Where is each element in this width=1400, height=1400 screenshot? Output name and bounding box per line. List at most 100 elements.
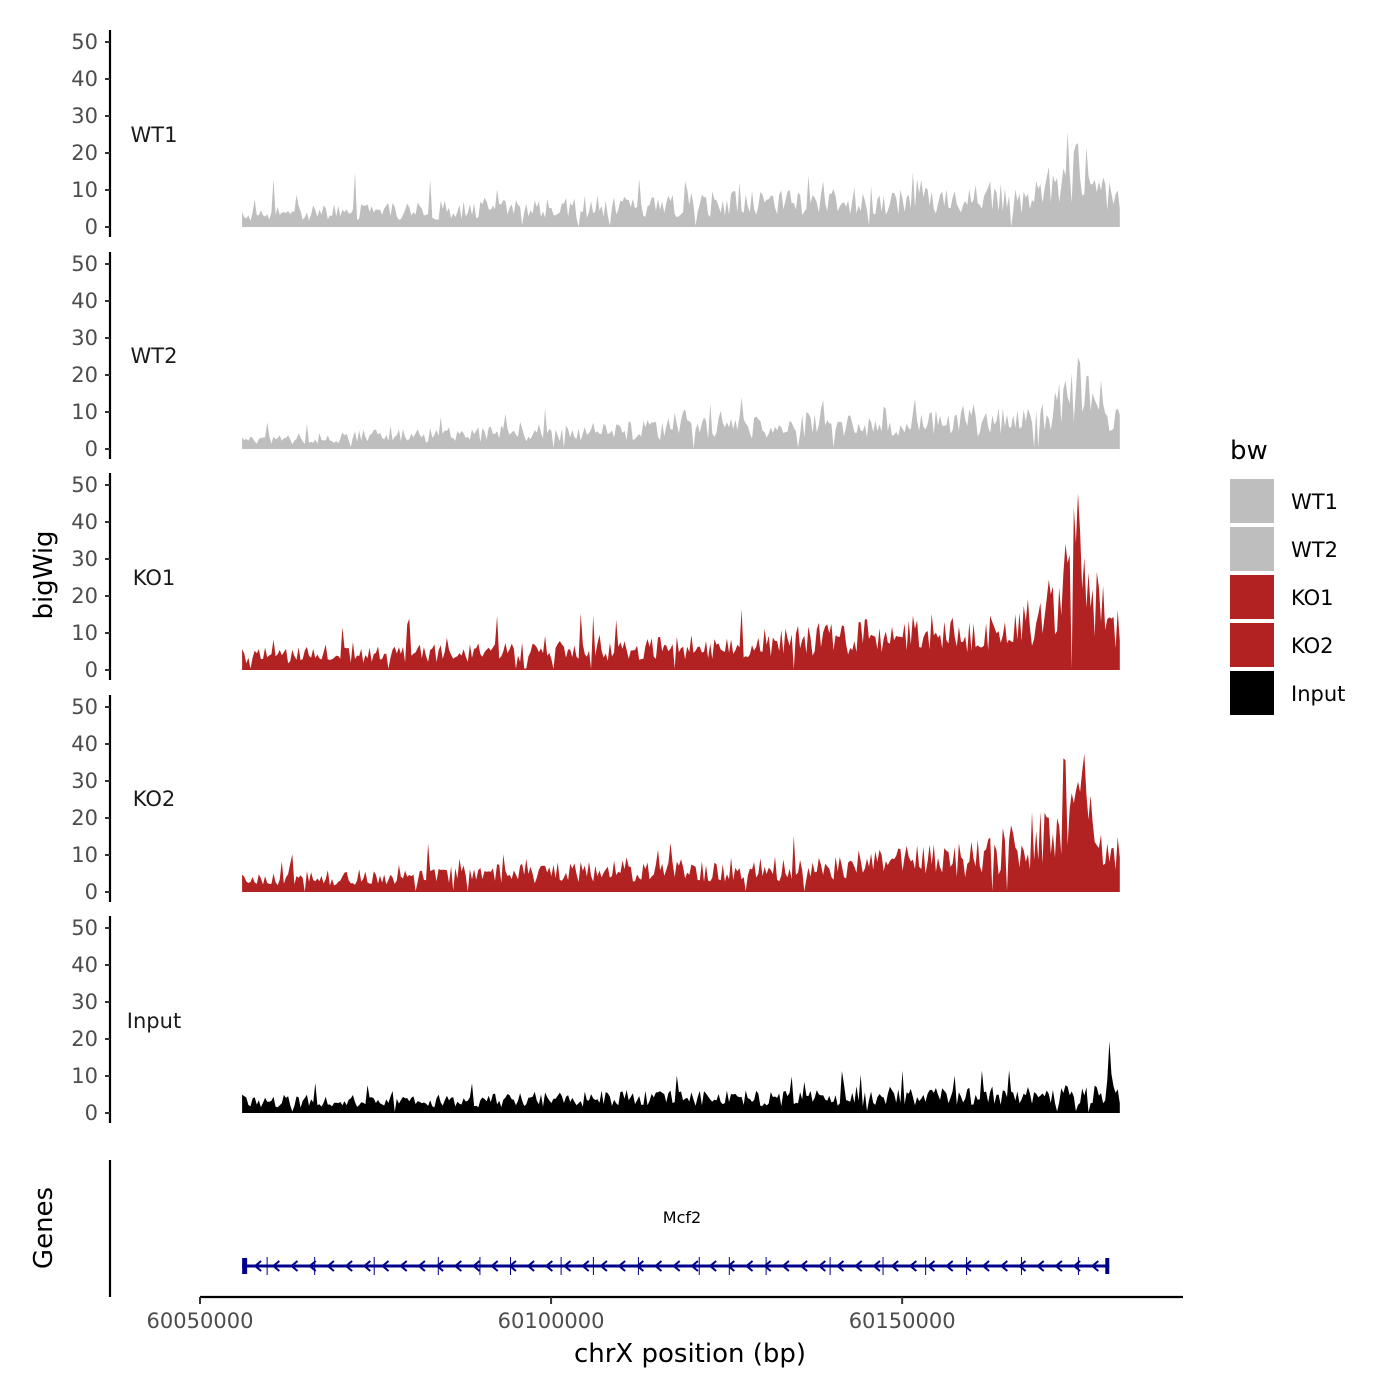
strand-arrow [872, 1260, 881, 1272]
legend-label-input: Input [1291, 682, 1345, 706]
strand-arrow [399, 1260, 408, 1272]
track-panel-input: 0 10 20 30 40 50 Input [71, 916, 1120, 1125]
strand-arrow [835, 1260, 845, 1272]
strand-arrow [653, 1260, 663, 1272]
gene-end-exon [242, 1258, 248, 1274]
y-tick-label: 40 [71, 732, 98, 756]
track-panel-ko1: 0 10 20 30 40 50 KO1 [71, 473, 1120, 682]
y-tick-label: 10 [71, 843, 98, 867]
y-tick-label: 50 [71, 473, 98, 497]
strand-arrow [763, 1260, 772, 1272]
strand-arrow [945, 1260, 954, 1272]
y-tick-label: 30 [71, 104, 98, 128]
strand-arrow [471, 1260, 481, 1272]
y-tick-label: 10 [71, 178, 98, 202]
y-tick-label: 0 [85, 437, 98, 461]
y-tick-label: 50 [71, 695, 98, 719]
gene-track: Mcf2 [108, 1160, 1110, 1297]
x-axis-title: chrX position (bp) [574, 1339, 806, 1369]
y-tick-label: 10 [71, 1064, 98, 1088]
strand-arrow [708, 1260, 717, 1272]
strand-arrow [490, 1260, 499, 1272]
strand-arrow [599, 1260, 608, 1272]
strand-arrow [672, 1260, 681, 1272]
legend-label-ko1: KO1 [1291, 586, 1334, 610]
x-tick-label: 60150000 [849, 1309, 956, 1333]
strand-arrow [926, 1260, 936, 1272]
legend-title: bw [1230, 436, 1268, 466]
strand-arrow [744, 1260, 754, 1272]
y-axis-title: bigWig [29, 530, 59, 619]
y-tick-label: 30 [71, 326, 98, 350]
track-label-wt2: WT2 [131, 344, 178, 368]
x-tick-label: 60050000 [147, 1309, 254, 1333]
y-tick-label: 40 [71, 289, 98, 313]
strand-arrow [1054, 1260, 1063, 1272]
strand-arrow [981, 1260, 990, 1272]
track-label-ko2: KO2 [133, 787, 176, 811]
gene-start-exon [1105, 1258, 1110, 1274]
x-tick-label: 60100000 [498, 1309, 605, 1333]
track-label-ko1: KO1 [133, 566, 176, 590]
strand-arrow [326, 1260, 335, 1272]
strand-arrow [781, 1260, 790, 1272]
strand-arrow [544, 1260, 553, 1272]
y-tick-label: 0 [85, 215, 98, 239]
y-tick-label: 20 [71, 363, 98, 387]
y-tick-label: 30 [71, 547, 98, 571]
strand-arrow [308, 1260, 317, 1272]
track-panels: 0 10 20 30 40 50 WT1 0 10 20 30 40 50 WT2 0 10 20 30 40 50 K… [71, 30, 1120, 1125]
track-label-input: Input [127, 1009, 181, 1033]
y-tick-label: 40 [71, 953, 98, 977]
y-tick-label: 20 [71, 141, 98, 165]
gene-model-mcf2: Mcf2 [242, 1208, 1110, 1275]
strand-arrow [289, 1260, 299, 1272]
strand-arrow [526, 1260, 535, 1272]
strand-arrow [453, 1260, 462, 1272]
strand-arrow [1072, 1260, 1081, 1272]
y-tick-label: 20 [71, 806, 98, 830]
strand-arrow [799, 1260, 808, 1272]
strand-arrow [963, 1260, 972, 1272]
coverage-area-input [242, 1041, 1120, 1113]
y-tick-label: 20 [71, 1027, 98, 1051]
strand-arrow [890, 1260, 899, 1272]
legend-swatch-wt2 [1230, 527, 1274, 571]
strand-arrow [508, 1260, 517, 1272]
strand-arrow [581, 1260, 590, 1272]
legend-label-wt2: WT2 [1291, 538, 1338, 562]
y-tick-label: 40 [71, 67, 98, 91]
strand-arrow [1090, 1260, 1099, 1272]
y-tick-label: 10 [71, 400, 98, 424]
track-label-wt1: WT1 [131, 123, 178, 147]
coverage-area-wt1 [242, 131, 1120, 227]
genes-axis-title: Genes [29, 1187, 59, 1269]
track-panel-ko2: 0 10 20 30 40 50 KO2 [71, 695, 1120, 904]
strand-arrow [617, 1260, 626, 1272]
x-axis: 60050000 60100000 60150000 [147, 1295, 1183, 1333]
legend-swatch-ko1 [1230, 575, 1274, 619]
strand-arrow [417, 1260, 426, 1272]
y-tick-label: 10 [71, 621, 98, 645]
legend: bw WT1 WT2 KO1 KO2 Input [1230, 436, 1345, 715]
y-tick-label: 50 [71, 916, 98, 940]
track-panel-wt1: 0 10 20 30 40 50 WT1 [71, 30, 1120, 239]
strand-arrow [380, 1260, 390, 1272]
y-tick-label: 30 [71, 990, 98, 1014]
strand-arrow [253, 1260, 262, 1272]
strand-arrow [690, 1260, 699, 1272]
y-tick-label: 20 [71, 584, 98, 608]
legend-swatch-wt1 [1230, 479, 1274, 523]
gene-label: Mcf2 [663, 1208, 701, 1227]
legend-swatch-input [1230, 671, 1274, 715]
legend-swatch-ko2 [1230, 623, 1274, 667]
legend-label-ko2: KO2 [1291, 634, 1334, 658]
strand-arrow [999, 1260, 1008, 1272]
strand-arrow [344, 1260, 353, 1272]
y-tick-label: 40 [71, 510, 98, 534]
y-tick-label: 0 [85, 880, 98, 904]
strand-arrow [362, 1260, 371, 1272]
y-tick-label: 30 [71, 769, 98, 793]
track-panel-wt2: 0 10 20 30 40 50 WT2 [71, 252, 1120, 461]
